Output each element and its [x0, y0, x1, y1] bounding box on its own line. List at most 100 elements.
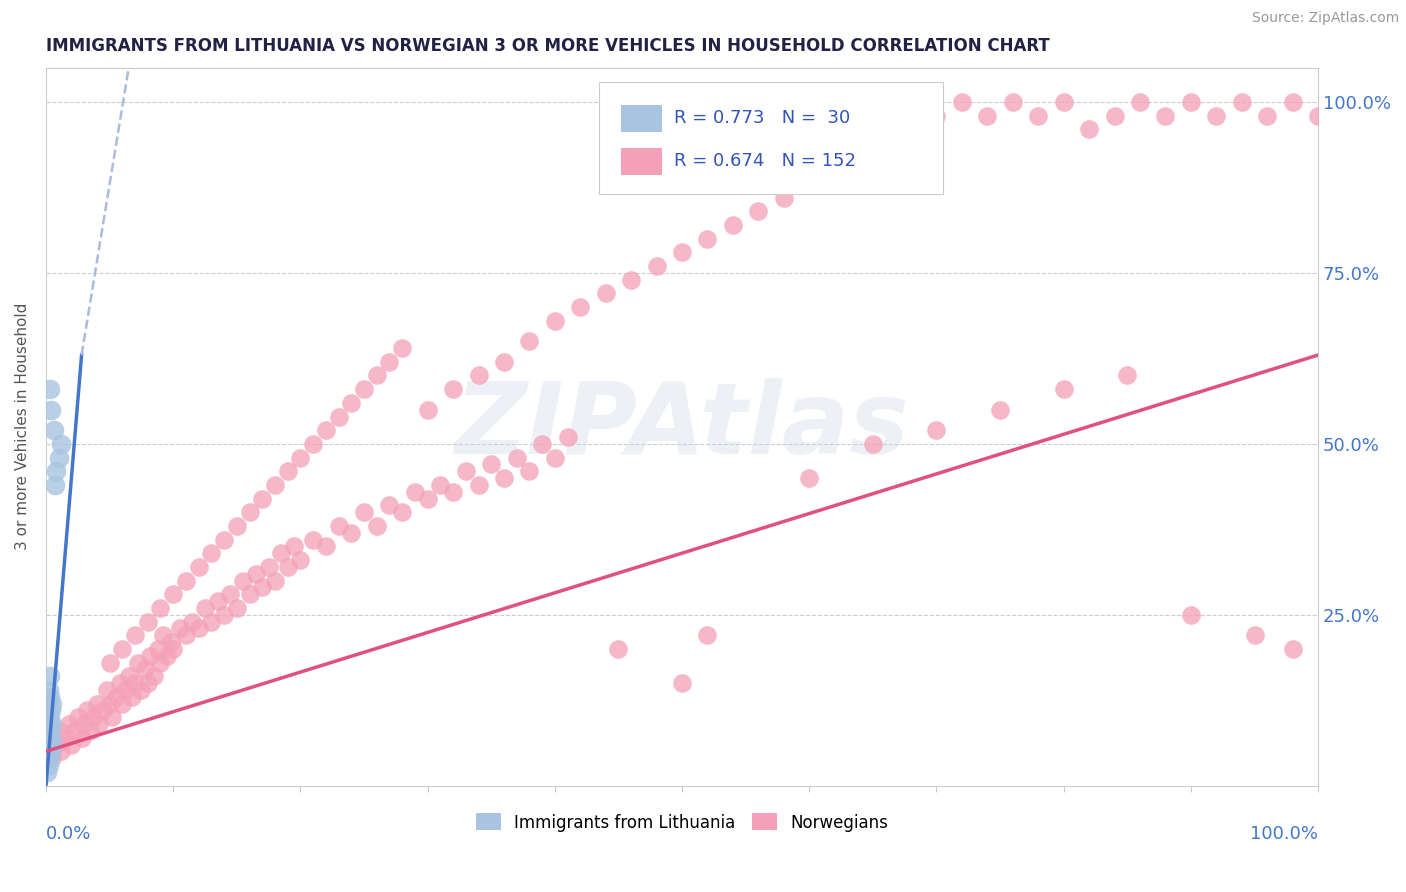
Point [39, 731, 62, 745]
Point [875, 136, 897, 150]
Point [353, 505, 375, 519]
Point [37, 710, 59, 724]
Point [38, 682, 60, 697]
Point [378, 499, 401, 513]
Point [53, 731, 76, 745]
Point [1026, 109, 1049, 123]
Point [156, 648, 179, 663]
Point [89, 717, 111, 731]
Point [169, 621, 191, 635]
Point [1154, 109, 1177, 123]
Point [118, 669, 141, 683]
Point [671, 245, 693, 260]
Point [162, 587, 184, 601]
Point [225, 519, 247, 533]
Point [48, 723, 70, 738]
Point [111, 641, 134, 656]
Point [1053, 382, 1076, 396]
Point [207, 594, 229, 608]
Point [277, 464, 299, 478]
Point [799, 177, 821, 191]
Point [747, 204, 769, 219]
Point [73, 717, 96, 731]
Point [37, 764, 59, 779]
Text: Source: ZipAtlas.com: Source: ZipAtlas.com [1251, 11, 1399, 25]
Point [519, 334, 541, 349]
Point [505, 450, 527, 465]
Point [66, 710, 89, 724]
Point [38, 669, 60, 683]
Point [264, 574, 287, 588]
Point [441, 484, 464, 499]
Point [519, 464, 541, 478]
Point [671, 676, 693, 690]
Point [1116, 368, 1139, 383]
Point [108, 676, 131, 690]
Point [429, 478, 451, 492]
Point [200, 546, 222, 560]
Point [152, 628, 174, 642]
Text: ZIPAtlas: ZIPAtlas [454, 378, 910, 475]
Point [416, 402, 439, 417]
Point [252, 580, 274, 594]
Point [238, 587, 260, 601]
FancyBboxPatch shape [599, 82, 943, 194]
Point [124, 676, 146, 690]
Point [37, 751, 59, 765]
Point [58, 717, 80, 731]
Point [1205, 109, 1227, 123]
Point [200, 615, 222, 629]
Point [51, 744, 73, 758]
Point [544, 450, 567, 465]
Point [127, 656, 149, 670]
Point [595, 286, 617, 301]
Point [824, 163, 846, 178]
Point [391, 505, 413, 519]
Point [441, 382, 464, 396]
Point [70, 731, 93, 745]
Point [111, 697, 134, 711]
Point [159, 635, 181, 649]
Point [245, 566, 267, 581]
Text: 0.0%: 0.0% [46, 825, 91, 843]
Point [544, 314, 567, 328]
Point [162, 641, 184, 656]
Point [38, 744, 60, 758]
Point [104, 690, 127, 704]
Point [174, 574, 197, 588]
Point [1308, 109, 1330, 123]
Point [146, 641, 169, 656]
Point [772, 191, 794, 205]
Point [696, 232, 718, 246]
Point [37, 723, 59, 738]
Point [315, 423, 337, 437]
Point [270, 546, 292, 560]
Point [238, 505, 260, 519]
Point [492, 471, 515, 485]
Text: R = 0.674   N = 152: R = 0.674 N = 152 [675, 153, 856, 170]
Point [187, 621, 209, 635]
Point [467, 368, 489, 383]
Point [378, 355, 401, 369]
Point [976, 109, 998, 123]
Point [1053, 95, 1076, 110]
Point [38, 690, 60, 704]
Point [101, 710, 124, 724]
Point [416, 491, 439, 506]
Point [45, 738, 67, 752]
Point [60, 738, 83, 752]
Y-axis label: 3 or more Vehicles in Household: 3 or more Vehicles in Household [15, 303, 30, 550]
Point [76, 703, 98, 717]
Point [79, 723, 101, 738]
Point [37, 738, 59, 752]
Point [569, 300, 592, 314]
Point [39, 744, 62, 758]
Point [187, 559, 209, 574]
Point [219, 587, 242, 601]
Point [1281, 641, 1303, 656]
Point [48, 450, 70, 465]
Point [38, 382, 60, 396]
Point [492, 355, 515, 369]
Point [467, 478, 489, 492]
Point [39, 703, 62, 717]
